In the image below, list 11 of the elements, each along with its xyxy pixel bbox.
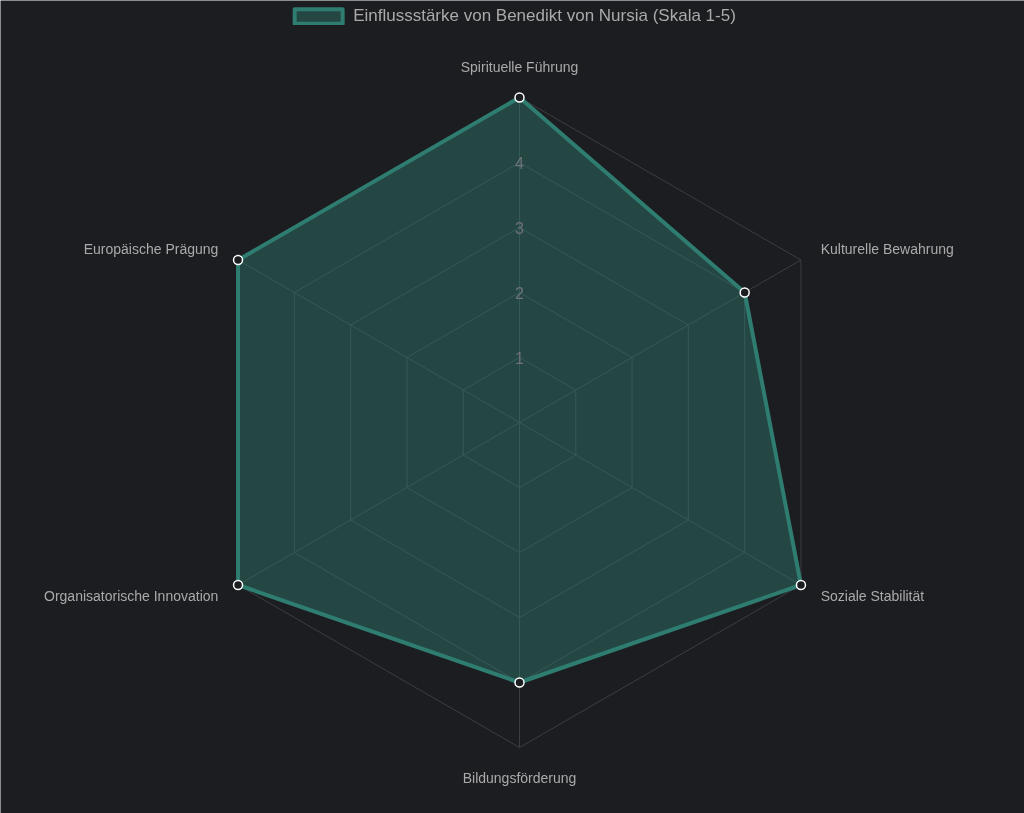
spoke-label: Kulturelle Bewahrung [820,240,954,257]
spoke-label: Organisatorische Innovation [44,588,219,605]
spoke-label: Soziale Stabilität [820,588,925,605]
spoke-label: Bildungsförderung [462,770,577,787]
legend-label: Einflussstärke von Benedikt von Nursia (Skala 1-5) [353,6,736,26]
spoke-label: Europäische Prägung [83,240,219,257]
y-tick-label: 1 [515,349,525,367]
y-tick-label: 3 [515,219,525,237]
y-tick-label: 2 [515,284,525,302]
y-tick-label: 4 [515,154,525,172]
spoke-label: Spirituelle Führung [460,58,579,75]
